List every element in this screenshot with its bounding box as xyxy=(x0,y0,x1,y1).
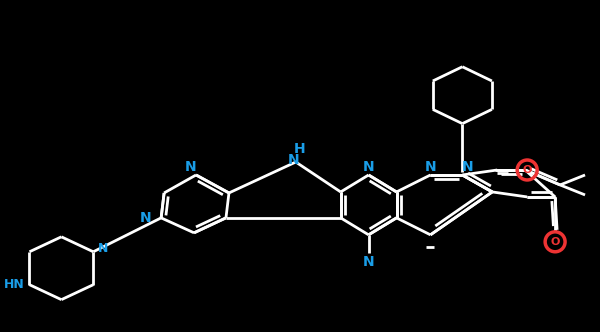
Text: HN: HN xyxy=(4,278,25,291)
Text: O: O xyxy=(550,237,560,247)
Text: N: N xyxy=(461,160,473,174)
Text: N: N xyxy=(363,255,374,269)
Text: H: H xyxy=(294,142,305,156)
Text: N: N xyxy=(288,153,299,167)
Text: N: N xyxy=(140,211,151,225)
Text: N: N xyxy=(363,160,374,174)
Text: N: N xyxy=(98,242,109,255)
Text: N: N xyxy=(425,160,436,174)
Text: N: N xyxy=(185,160,197,174)
Text: O: O xyxy=(523,165,532,175)
